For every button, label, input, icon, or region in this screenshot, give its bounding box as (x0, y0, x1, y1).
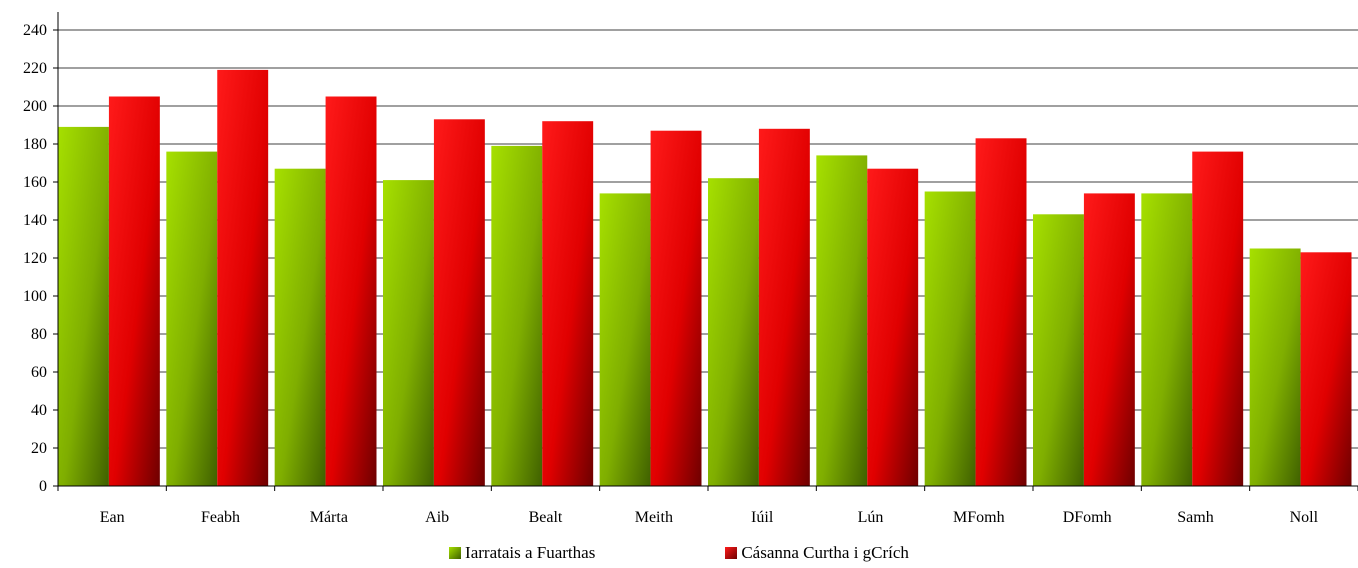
bar-casanna (867, 168, 919, 486)
y-tick-label: 100 (23, 288, 47, 305)
x-category-label: Bealt (529, 509, 563, 526)
bar-iarratais (599, 193, 651, 486)
bar-casanna (217, 69, 269, 487)
y-tick-label: 220 (23, 60, 47, 77)
x-category-label: MFomh (953, 509, 1005, 526)
x-category-label: Feabh (201, 509, 240, 526)
x-category-label: Ean (100, 509, 125, 526)
y-tick-label: 60 (31, 364, 47, 381)
y-tick-label: 180 (23, 136, 47, 153)
bar-casanna (758, 128, 810, 487)
x-category-label: Noll (1290, 509, 1319, 526)
y-tick-label: 160 (23, 174, 47, 191)
x-category-label: DFomh (1063, 509, 1112, 526)
legend-label-series-1: Iarratais a Fuarthas (465, 543, 596, 562)
x-category-label: Lún (858, 509, 884, 526)
bar-iarratais (1249, 248, 1301, 486)
bar-iarratais (1141, 193, 1193, 486)
bar-iarratais (58, 126, 109, 487)
bar-casanna (325, 96, 377, 486)
bar-iarratais (383, 180, 434, 486)
legend-label-series-2: Cásanna Curtha i gCrích (741, 543, 909, 562)
legend-swatch-series-2 (725, 547, 738, 559)
bar-casanna (1192, 151, 1244, 486)
bar-casanna (1300, 252, 1352, 486)
legend: Iarratais a Fuarthas Cásanna Curtha i gC… (0, 543, 1358, 563)
y-tick-label: 20 (31, 440, 47, 457)
x-category-label: Meith (635, 509, 673, 526)
y-tick-label: 120 (23, 250, 47, 267)
bar-iarratais (708, 178, 759, 486)
bar-casanna (975, 138, 1027, 487)
y-tick-label: 200 (23, 98, 47, 115)
y-tick-label: 240 (23, 22, 47, 39)
x-category-label: Aib (425, 509, 449, 526)
bar-iarratais (924, 191, 976, 486)
y-tick-label: 140 (23, 212, 47, 229)
x-category-label: Samh (1177, 509, 1213, 526)
bar-chart: 0 20 40 60 80 100 120 140 160 180 200 220 240 Ean Feab… (23, 12, 1358, 526)
bar-iarratais (274, 168, 326, 486)
x-category-label: Iúil (751, 509, 774, 526)
legend-swatch-series-1 (449, 547, 462, 559)
legend-item-series-1: Iarratais a Fuarthas (449, 543, 595, 563)
y-tick-label: 80 (31, 326, 47, 343)
x-category-label: Márta (310, 509, 348, 526)
bar-casanna (650, 130, 702, 486)
bar-iarratais (816, 155, 868, 486)
bar-casanna (433, 119, 485, 487)
bar-iarratais (491, 145, 543, 486)
bar-iarratais (166, 151, 218, 486)
bar-casanna (542, 121, 594, 486)
bar-casanna (1083, 193, 1135, 486)
bar-iarratais (1033, 214, 1084, 487)
y-tick-label: 0 (39, 478, 47, 495)
bar-casanna (108, 96, 160, 486)
y-tick-label: 40 (31, 402, 47, 419)
legend-item-series-2: Cásanna Curtha i gCrích (725, 543, 909, 563)
